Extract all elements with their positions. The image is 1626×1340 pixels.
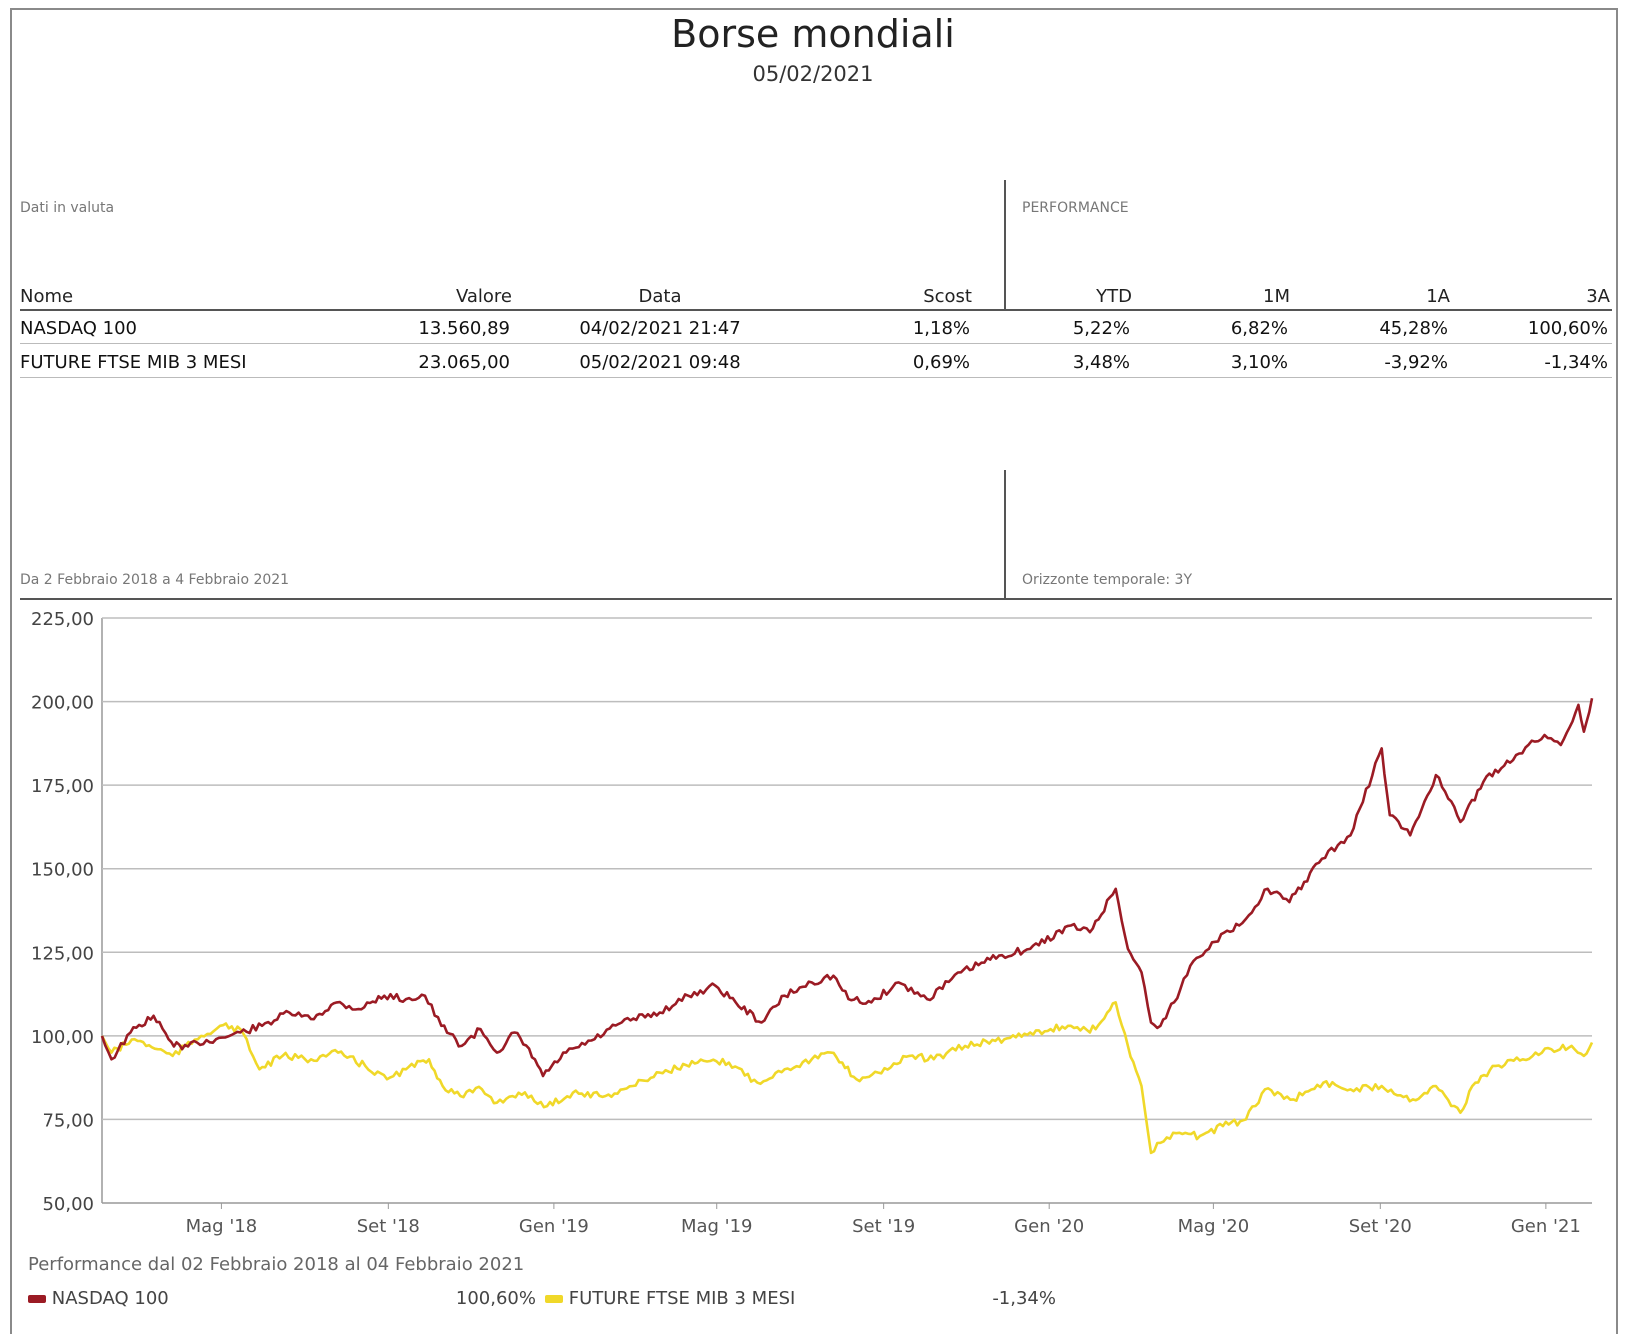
row-1a: -3,92%	[1384, 352, 1448, 373]
y-tick-label: 225,00	[31, 609, 94, 630]
x-tick-label: Set '19	[852, 1216, 915, 1237]
col-header-valore: Valore	[455, 286, 512, 307]
series-line-future-ftse-mib	[100, 1001, 1594, 1155]
row-ytd: 3,48%	[1072, 352, 1130, 373]
col-header-scost: Scost	[923, 286, 972, 307]
row-valore: 13.560,89	[418, 318, 510, 339]
legend-label: FUTURE FTSE MIB 3 MESI	[568, 1288, 796, 1309]
row-1m: 3,10%	[1230, 352, 1288, 373]
chart-header-rule	[20, 598, 1612, 600]
chart-header-divider	[1004, 470, 1006, 598]
legend-item: FUTURE FTSE MIB 3 MESI	[545, 1288, 795, 1309]
row-data: 04/02/2021 21:47	[579, 318, 741, 339]
x-axis: Mag '18 Set '18 Gen '19 Mag '19 Set '19 Gen '…	[186, 1203, 1581, 1237]
row-ytd: 5,22%	[1072, 318, 1130, 339]
legend-swatch	[545, 1295, 563, 1303]
x-tick-label: Gen '19	[519, 1216, 589, 1237]
series-line-nasdaq-100	[100, 697, 1594, 1078]
row-separator	[20, 377, 1612, 378]
legend-value: 100,60%	[455, 1288, 536, 1309]
y-tick-label: 150,00	[31, 860, 94, 881]
performance-section-label: PERFORMANCE	[1022, 200, 1129, 216]
row-1m: 6,82%	[1230, 318, 1288, 339]
y-tick-label: 50,00	[42, 1194, 94, 1215]
table-header-rule	[20, 309, 1612, 311]
x-tick-label: Set '18	[357, 1216, 420, 1237]
page-date: 05/02/2021	[752, 62, 874, 86]
row-1a: 45,28%	[1379, 318, 1448, 339]
row-3a: -1,34%	[1544, 352, 1608, 373]
x-tick-label: Mag '19	[681, 1216, 753, 1237]
line-chart: 225,00 200,00 175,00 150,00 125,00 100,00 75,0…	[31, 609, 1594, 1237]
row-scost: 0,69%	[912, 352, 970, 373]
col-header-ytd: YTD	[1096, 286, 1132, 307]
chart-period-label: Da 2 Febbraio 2018 a 4 Febbraio 2021	[20, 572, 290, 588]
y-tick-label: 200,00	[31, 693, 94, 714]
legend-label: NASDAQ 100	[51, 1288, 169, 1309]
row-name: NASDAQ 100	[20, 318, 137, 339]
x-tick-label: Set '20	[1349, 1216, 1412, 1237]
row-valore: 23.065,00	[418, 352, 510, 373]
legend-swatch	[28, 1295, 46, 1303]
row-scost: 1,18%	[912, 318, 970, 339]
y-tick-label: 125,00	[31, 943, 94, 964]
row-data: 05/02/2021 09:48	[579, 352, 741, 373]
currency-section-label: Dati in valuta	[20, 200, 115, 216]
chart-grid	[101, 617, 1592, 1204]
col-header-data: Data	[638, 286, 682, 307]
legend-value: -1,34%	[992, 1288, 1056, 1309]
legend-item: NASDAQ 100	[28, 1288, 169, 1309]
y-tick-label: 175,00	[31, 776, 94, 797]
col-header-1a: 1A	[1426, 286, 1450, 307]
table-divider	[1004, 180, 1006, 310]
page-title: Borse mondiali	[671, 12, 955, 56]
page-frame	[10, 8, 1618, 1334]
chart-horizon-label: Orizzonte temporale: 3Y	[1022, 572, 1193, 588]
x-tick-label: Gen '20	[1014, 1216, 1084, 1237]
col-header-3a: 3A	[1586, 286, 1610, 307]
chart-caption: Performance dal 02 Febbraio 2018 al 04 F…	[28, 1254, 525, 1275]
y-tick-label: 75,00	[42, 1110, 94, 1131]
y-tick-label: 100,00	[31, 1027, 94, 1048]
row-separator	[20, 343, 1612, 344]
x-tick-label: Gen '21	[1511, 1216, 1581, 1237]
x-tick-label: Mag '20	[1178, 1216, 1250, 1237]
x-tick-label: Mag '18	[186, 1216, 258, 1237]
row-3a: 100,60%	[1527, 318, 1608, 339]
col-header-nome: Nome	[20, 286, 74, 307]
chart-series	[100, 697, 1594, 1155]
y-axis: 225,00 200,00 175,00 150,00 125,00 100,00 75,0…	[31, 609, 94, 1215]
row-name: FUTURE FTSE MIB 3 MESI	[20, 352, 247, 373]
col-header-1m: 1M	[1263, 286, 1290, 307]
